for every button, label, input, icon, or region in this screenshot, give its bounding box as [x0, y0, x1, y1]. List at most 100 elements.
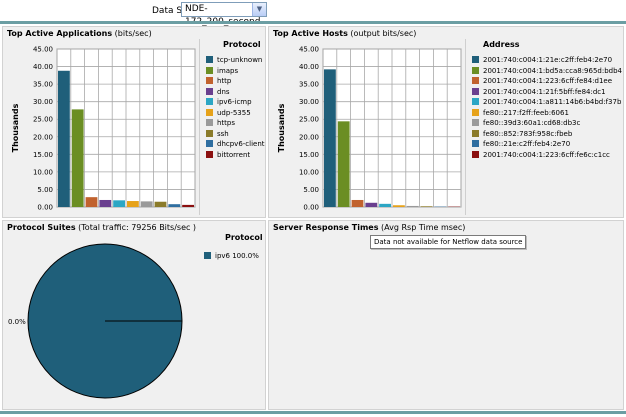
- no-data-message: Data not available for Netflow data sour…: [370, 235, 527, 249]
- apps-legend-label: tcp-unknown: [217, 56, 263, 64]
- hosts-ytick-label: 45.00: [299, 46, 319, 54]
- hosts-bar: [337, 121, 350, 207]
- apps-legend-item: ipv6-icmp: [206, 98, 252, 107]
- apps-legend-label: ssh: [217, 129, 229, 138]
- apps-legend-swatch: [206, 108, 213, 116]
- response-panel: Server Response Times (Avg Rsp Time msec…: [268, 220, 624, 410]
- apps-legend-item: udp-5355: [206, 108, 251, 118]
- apps-ytick-label: 30.00: [33, 98, 53, 106]
- apps-legend-swatch: [206, 150, 213, 158]
- hosts-ytick-label: 0.00: [303, 204, 319, 212]
- hosts-legend-swatch: [472, 108, 479, 116]
- apps-legend-item: bittorrent: [206, 150, 251, 160]
- apps-legend-label: bittorrent: [217, 150, 251, 159]
- hosts-legend-item: 2001:740:c004:1:223:6cff:fe84:d1ee: [472, 77, 612, 86]
- hosts-ytick-label: 30.00: [299, 98, 319, 106]
- hosts-legend-item: 2001:740:c004:1:223:6cff:fe6c:c1cc: [472, 150, 610, 160]
- hosts-legend-swatch: [472, 56, 479, 63]
- hosts-legend-item: fe80::39d3:60a1:cd68:db3c: [472, 119, 580, 128]
- hosts-legend-item: 2001:740:c004:1:bd5a:cca8:965d:bdb4: [472, 66, 622, 76]
- suites-panel: Protocol Suites (Total traffic: 79256 Bi…: [2, 220, 266, 410]
- apps-legend-label: ipv6-icmp: [217, 98, 252, 106]
- apps-legend-swatch: [206, 129, 213, 137]
- hosts-panel: Top Active Hosts (output bits/sec) 0.00 5…: [268, 26, 624, 218]
- hosts-panel-title: Top Active Hosts (output bits/sec): [273, 29, 417, 38]
- apps-ytick-label: 15.00: [33, 151, 53, 159]
- hosts-legend-label: 2001:740:c004:1:223:6cff:fe6c:c1cc: [483, 150, 610, 159]
- response-panel-title: Server Response Times (Avg Rsp Time msec…: [273, 223, 466, 232]
- apps-legend-item: https: [206, 119, 235, 128]
- apps-ytick-label: 40.00: [33, 63, 53, 71]
- hosts-legend-swatch: [472, 129, 479, 137]
- apps-panel-title: Top Active Applications (bits/sec): [7, 29, 152, 38]
- apps-legend-item: tcp-unknown: [206, 56, 262, 65]
- apps-legend-item: imaps: [206, 66, 239, 76]
- hosts-legend-swatch: [472, 98, 479, 105]
- hosts-legend-label: 2001:740:c004:1:a811:14b6:b4bd:f37b: [483, 98, 622, 106]
- apps-legend-swatch: [206, 77, 213, 84]
- apps-ytick-label: 5.00: [37, 186, 53, 194]
- apps-panel: Top Active Applications (bits/sec) 0.00 5…: [2, 26, 266, 218]
- hosts-legend-swatch: [472, 66, 479, 74]
- apps-legend-swatch: [206, 140, 213, 147]
- hosts-legend-label: fe80::217:f2ff:feeb:6061: [483, 108, 569, 117]
- suites-legend-item: ipv6 100.0%: [204, 252, 259, 261]
- hosts-legend-item: 2001:740:c004:1:a811:14b6:b4bd:f37b: [472, 98, 621, 107]
- apps-legend-item: http: [206, 77, 231, 86]
- apps-bar: [127, 201, 139, 207]
- hosts-legend-title: Address: [483, 40, 520, 49]
- apps-bar: [113, 200, 125, 207]
- hosts-ytick-label: 20.00: [299, 133, 319, 141]
- hosts-legend-swatch: [472, 87, 479, 95]
- hosts-legend-label: 2001:740:c004:1:21e:c2ff:feb4:2e70: [483, 56, 613, 64]
- apps-legend-swatch: [206, 66, 213, 74]
- hosts-legend-label: 2001:740:c004:1:223:6cff:fe84:d1ee: [483, 77, 613, 85]
- apps-legend-swatch: [206, 87, 213, 95]
- apps-ytick-label: 35.00: [33, 81, 53, 89]
- apps-bar: [140, 201, 153, 207]
- hosts-bar: [351, 199, 364, 207]
- hosts-legend-swatch: [472, 150, 479, 158]
- hosts-legend-swatch: [472, 140, 479, 147]
- suites-panel-title: Protocol Suites (Total traffic: 79256 Bi…: [7, 223, 197, 232]
- hosts-bar: [406, 205, 419, 207]
- apps-legend-label: https: [217, 119, 236, 127]
- apps-legend-item: dns: [206, 87, 230, 97]
- chevron-down-icon[interactable]: ▼: [252, 3, 266, 16]
- hosts-legend-label: fe80::39d3:60a1:cd68:db3c: [483, 119, 581, 127]
- hosts-ytick-label: 25.00: [299, 116, 319, 124]
- top-divider: [0, 21, 626, 24]
- hosts-ytick-label: 15.00: [299, 151, 319, 159]
- apps-bar: [99, 199, 112, 207]
- hosts-bar-chart: 0.00 5.00 10.00 15.00 20.00 25.00 30.00 35.00 40…: [277, 46, 462, 212]
- suites-pie-chart: [27, 243, 183, 399]
- apps-bar: [85, 197, 98, 207]
- apps-bar: [182, 204, 194, 207]
- apps-legend-label: dhcpv6-client: [217, 140, 265, 148]
- apps-bar-chart: 0.00 5.00 10.00 15.00 20.00 25.00 30.00 35.00 40…: [11, 46, 196, 212]
- apps-legend-label: http: [217, 77, 232, 85]
- apps-ytick-label: 10.00: [33, 168, 53, 176]
- hosts-ytick-label: 35.00: [299, 81, 319, 89]
- apps-ytick-label: 25.00: [33, 116, 53, 124]
- apps-bar: [71, 109, 84, 207]
- apps-bar: [168, 204, 181, 207]
- hosts-chart-area: 0.00 5.00 10.00 15.00 20.00 25.00 30.00 35.00 40…: [271, 39, 466, 215]
- hosts-legend-item: 2001:740:c004:1:21f:5bff:fe84:dc1: [472, 87, 606, 97]
- hosts-legend-label: 2001:740:c004:1:21f:5bff:fe84:dc1: [483, 87, 606, 96]
- apps-bar: [154, 201, 167, 207]
- apps-y-axis-title: Thousands: [11, 103, 20, 152]
- apps-bar: [58, 70, 70, 207]
- apps-legend-label: imaps: [217, 66, 239, 75]
- hosts-bar: [379, 203, 391, 207]
- suites-legend-label: ipv6 100.0%: [215, 252, 259, 260]
- hosts-ytick-label: 40.00: [299, 63, 319, 71]
- hosts-ytick-label: 10.00: [299, 168, 319, 176]
- data-source-select[interactable]: NDE-172_200_second ▼: [181, 2, 267, 27]
- hosts-legend-item: fe80::852:783f:958c:fbeb: [472, 129, 572, 139]
- hosts-legend-swatch: [472, 119, 479, 126]
- apps-legend-swatch: [206, 98, 213, 105]
- hosts-ytick-label: 5.00: [303, 186, 319, 194]
- hosts-bar: [365, 202, 378, 207]
- apps-ytick-label: 20.00: [33, 133, 53, 141]
